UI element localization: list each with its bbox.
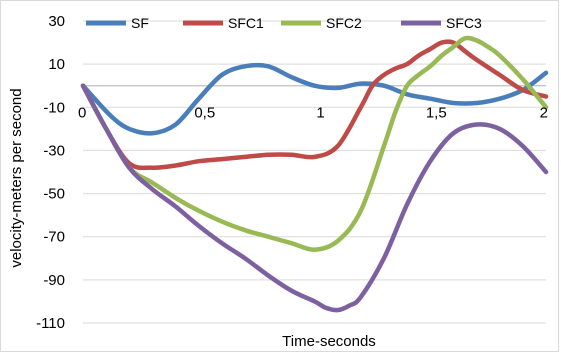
legend-label-sfc3: SFC3 (446, 15, 482, 31)
gridlines (83, 21, 546, 323)
y-tick-labels: 30 10 -10 -30 -50 -70 -90 -110 (36, 13, 65, 332)
x-axis-title: Time-seconds (282, 333, 376, 350)
x-tick-label: 1 (316, 105, 324, 122)
y-tick-label: 30 (48, 13, 65, 30)
y-tick-label: -50 (43, 186, 65, 203)
series-line-sfc3 (83, 86, 546, 310)
legend: SF SFC1 SFC2 SFC3 (86, 15, 482, 31)
y-axis-title: velocity-meters per second (8, 88, 25, 267)
legend-label-sfc2: SFC2 (326, 15, 362, 31)
series-line-sfc2 (83, 38, 546, 250)
y-tick-label: -30 (43, 142, 65, 159)
x-tick-label: 0,5 (194, 105, 215, 122)
x-tick-label: 1,5 (426, 105, 447, 122)
x-tick-label: 2 (540, 105, 548, 122)
legend-label-sfc1: SFC1 (228, 15, 264, 31)
y-tick-label: -110 (36, 315, 65, 332)
x-tick-label: 0 (78, 105, 86, 122)
y-tick-label: -90 (43, 272, 65, 289)
y-tick-label: -10 (43, 99, 65, 116)
y-tick-label: -70 (43, 229, 65, 246)
y-tick-label: 10 (48, 56, 65, 73)
series-lines (83, 38, 546, 310)
legend-label-sf: SF (131, 15, 149, 31)
